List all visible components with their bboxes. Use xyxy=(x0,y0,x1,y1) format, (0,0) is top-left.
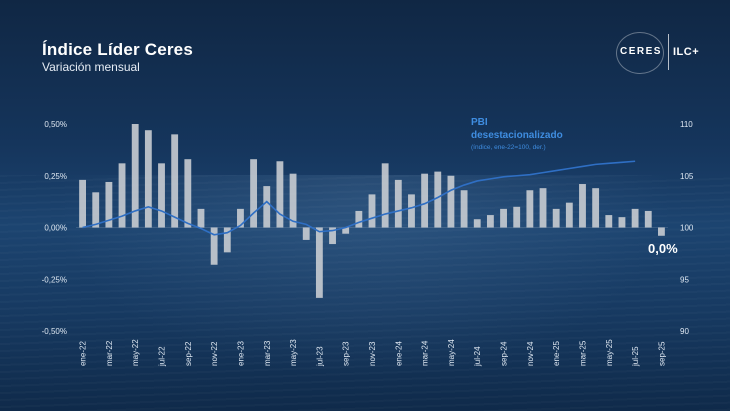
x-tick-label: jul-23 xyxy=(315,346,324,367)
bar xyxy=(631,208,639,228)
bar xyxy=(342,227,350,234)
bar xyxy=(565,202,573,228)
bar xyxy=(118,163,126,228)
x-tick-label: jul-25 xyxy=(631,346,640,367)
x-tick-label: jul-24 xyxy=(473,346,482,367)
x-tick-label: may-22 xyxy=(131,339,140,366)
logo-ceres-text: CERES xyxy=(620,46,662,57)
pbi-line xyxy=(82,160,636,236)
bar xyxy=(105,181,113,228)
pbi-label-line2: desestacionalizado xyxy=(471,130,563,141)
bar xyxy=(408,194,415,228)
x-tick-label: may-25 xyxy=(605,339,614,366)
bar xyxy=(289,173,297,228)
y-right-tick-label: 105 xyxy=(680,172,694,181)
x-tick-label: ene-25 xyxy=(552,341,561,366)
bar xyxy=(658,227,665,236)
x-tick-label: mar-24 xyxy=(421,340,430,366)
bar xyxy=(276,161,284,228)
bar xyxy=(473,219,481,228)
bar xyxy=(302,227,310,240)
bar xyxy=(552,208,560,228)
bar xyxy=(184,159,192,228)
y-left-tick-label: 0,00% xyxy=(44,224,67,233)
bar xyxy=(500,208,507,228)
bar xyxy=(592,188,600,228)
bar xyxy=(250,159,258,228)
logo-ilc-text: ILC+ xyxy=(673,46,700,58)
x-tick-label: may-23 xyxy=(289,339,298,366)
bar xyxy=(460,190,468,228)
end-value-label: 0,0% xyxy=(648,241,678,256)
bar xyxy=(394,179,402,228)
bar xyxy=(526,190,534,228)
x-tick-label: ene-23 xyxy=(236,341,245,366)
logo-ring-icon xyxy=(616,32,664,74)
y-right-tick-label: 110 xyxy=(680,120,693,129)
chart-subtitle: Variación mensual xyxy=(42,60,140,74)
bar xyxy=(381,163,389,228)
pbi-note: (índice, ene-22=100, der.) xyxy=(471,144,546,151)
x-tick-label: ene-22 xyxy=(79,341,88,366)
bar xyxy=(355,210,363,228)
bar xyxy=(605,215,613,228)
y-left-tick-label: 0,50% xyxy=(44,120,67,129)
bar xyxy=(223,227,231,253)
x-tick-label: sep-23 xyxy=(342,341,351,366)
y-left-tick-label: -0,25% xyxy=(42,275,67,284)
bar xyxy=(329,227,336,245)
x-tick-label: nov-24 xyxy=(526,341,535,366)
pbi-label-line1: PBI xyxy=(471,117,488,128)
bar xyxy=(171,134,179,228)
x-tick-label: may-24 xyxy=(447,339,456,366)
bar xyxy=(579,184,586,228)
y-right-tick-label: 90 xyxy=(680,327,689,336)
bar xyxy=(447,175,455,228)
x-tick-label: sep-22 xyxy=(184,341,193,366)
x-tick-label: nov-22 xyxy=(210,341,219,366)
bar xyxy=(513,206,521,228)
x-tick-label: sep-25 xyxy=(657,341,666,366)
bar xyxy=(158,163,165,228)
ceres-logo: CERES ILC+ xyxy=(612,32,712,74)
x-tick-label: mar-23 xyxy=(263,340,272,366)
bar xyxy=(539,188,547,228)
x-tick-label: mar-22 xyxy=(105,340,114,366)
y-right-tick-label: 95 xyxy=(680,275,689,284)
bar xyxy=(210,227,218,265)
bar xyxy=(263,186,271,228)
bar xyxy=(79,179,86,228)
bar xyxy=(92,192,100,228)
bar xyxy=(421,173,429,228)
bar xyxy=(131,124,139,228)
x-tick-label: jul-22 xyxy=(158,346,167,367)
bar xyxy=(197,208,205,228)
y-left-tick-label: -0,50% xyxy=(42,327,67,336)
logo-divider xyxy=(668,34,669,70)
x-tick-label: sep-24 xyxy=(500,341,509,366)
chart-title: Índice Líder Ceres xyxy=(42,40,193,59)
bar xyxy=(644,210,652,228)
y-left-tick-label: 0,25% xyxy=(44,172,67,181)
x-tick-label: mar-25 xyxy=(578,340,587,366)
bar xyxy=(368,194,376,228)
bar xyxy=(486,215,494,228)
x-tick-label: ene-24 xyxy=(394,341,403,366)
y-right-tick-label: 100 xyxy=(680,224,694,233)
x-tick-label: nov-23 xyxy=(368,341,377,366)
bar xyxy=(618,217,626,228)
bar xyxy=(315,227,323,298)
bar xyxy=(144,130,152,228)
bar xyxy=(434,171,442,228)
bar xyxy=(237,208,244,228)
